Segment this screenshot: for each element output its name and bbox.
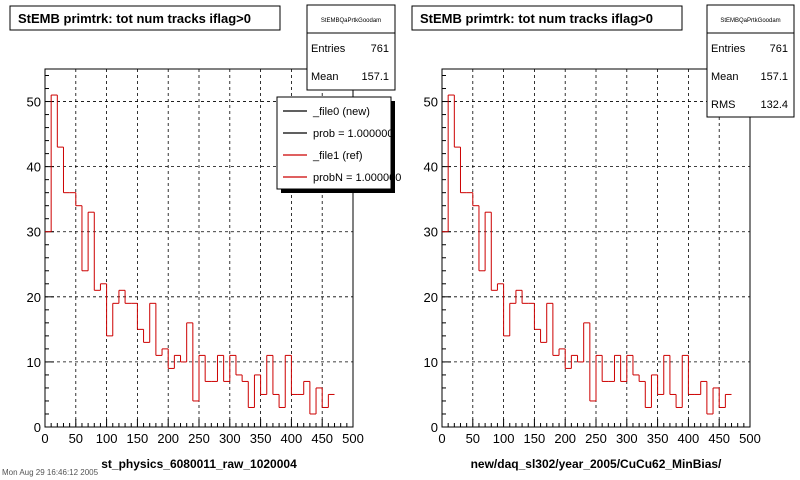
stats-box xyxy=(706,4,795,118)
x-tick-label: 100 xyxy=(493,431,515,446)
y-tick-label: 20 xyxy=(424,290,438,305)
stats-mean-label: Mean xyxy=(711,71,739,83)
x-tick-label: 250 xyxy=(585,431,607,446)
stats-entries-value: 761 xyxy=(770,43,788,55)
stats-box xyxy=(306,4,396,91)
y-tick-label: 0 xyxy=(34,420,41,435)
y-tick-label: 0 xyxy=(431,420,438,435)
stats-mean-value: 157.1 xyxy=(760,71,788,83)
x-axis-label: st_physics_6080011_raw_1020004 xyxy=(101,457,297,471)
stats-entries-value: 761 xyxy=(371,43,389,55)
stats-mean-label: Mean xyxy=(311,71,339,83)
legend-box xyxy=(276,96,392,190)
x-tick-label: 500 xyxy=(739,431,761,446)
x-tick-label: 100 xyxy=(96,431,118,446)
x-tick-label: 400 xyxy=(281,431,303,446)
chart-title: StEMB primtrk: tot num tracks iflag>0 xyxy=(18,11,251,26)
y-tick-label: 40 xyxy=(424,160,438,175)
x-tick-label: 350 xyxy=(647,431,669,446)
x-tick-label: 400 xyxy=(678,431,700,446)
x-tick-label: 450 xyxy=(708,431,730,446)
stats-rms-label: RMS xyxy=(711,99,735,111)
x-tick-label: 150 xyxy=(127,431,149,446)
y-tick-label: 50 xyxy=(27,95,41,110)
x-tick-label: 0 xyxy=(41,431,48,446)
x-tick-label: 350 xyxy=(250,431,272,446)
legend-label: _file0 (new) xyxy=(312,106,370,118)
x-tick-label: 0 xyxy=(438,431,445,446)
x-tick-label: 300 xyxy=(616,431,638,446)
x-tick-label: 200 xyxy=(157,431,179,446)
y-tick-label: 20 xyxy=(27,290,41,305)
stats-name: StEMBQaPrtkGoodam xyxy=(720,18,780,24)
legend-label: prob = 1.000000 xyxy=(313,128,393,140)
y-tick-label: 10 xyxy=(27,355,41,370)
x-tick-label: 200 xyxy=(554,431,576,446)
stats-rms-value: 132.4 xyxy=(760,99,788,111)
y-tick-label: 50 xyxy=(424,95,438,110)
y-tick-label: 30 xyxy=(424,225,438,240)
y-tick-label: 40 xyxy=(27,160,41,175)
stats-entries-label: Entries xyxy=(711,43,746,55)
y-tick-label: 30 xyxy=(27,225,41,240)
x-tick-label: 250 xyxy=(188,431,210,446)
x-tick-label: 450 xyxy=(311,431,333,446)
chart-title: StEMB primtrk: tot num tracks iflag>0 xyxy=(420,11,653,26)
legend-label: _file1 (ref) xyxy=(312,150,363,162)
stats-entries-label: Entries xyxy=(311,43,346,55)
x-tick-label: 500 xyxy=(342,431,364,446)
chart-title-box xyxy=(9,5,281,31)
x-tick-label: 50 xyxy=(466,431,480,446)
y-tick-label: 10 xyxy=(424,355,438,370)
legend-label: probN = 1.000000 xyxy=(313,172,401,184)
chart-title-box xyxy=(411,5,683,31)
x-axis-label: new/daq_sl302/year_2005/CuCu62_MinBias/ xyxy=(471,457,722,471)
footer-date: Mon Aug 29 16:46:12 2005 xyxy=(2,468,99,477)
x-tick-label: 150 xyxy=(524,431,546,446)
stats-mean-value: 157.1 xyxy=(361,71,389,83)
x-tick-label: 300 xyxy=(219,431,241,446)
stats-name: StEMBQaPrtkGoodam xyxy=(321,18,381,24)
x-tick-label: 50 xyxy=(69,431,83,446)
